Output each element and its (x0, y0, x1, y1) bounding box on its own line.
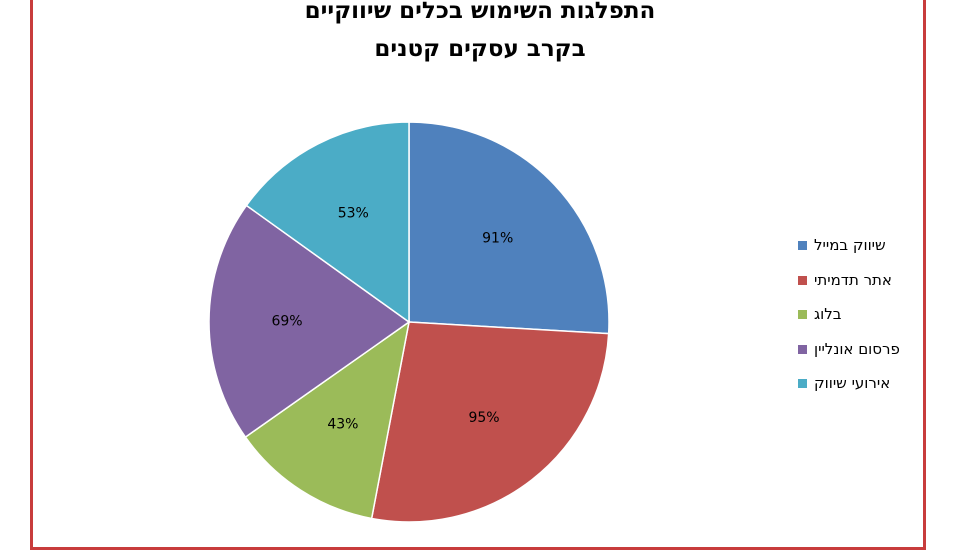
legend-label: אירועי שיווק (814, 374, 891, 392)
legend-item: שיווק במייל (795, 236, 925, 271)
data-label-4: 69% (271, 314, 302, 330)
chart-title-line-1: התפלגות השימוש בכלים שיווקיים (304, 0, 656, 24)
legend-item: אירועי שיווק (795, 374, 925, 409)
legend-swatch (798, 275, 807, 285)
legend-label: בלוג (814, 305, 842, 323)
legend-swatch (798, 344, 807, 354)
pie-slice-3 (244, 320, 411, 520)
chart-title-line-2: בקרב עסקים קטנים (374, 36, 586, 62)
legend-label: פרסום אונליין (814, 339, 900, 358)
legend-swatch (798, 379, 807, 388)
pie-slice-4 (208, 204, 411, 439)
chart-legend: שיווק במייל אתר תדמיתי בלוג פרסום אונליין אי… (795, 236, 925, 409)
legend-item: אתר תדמיתי (795, 271, 925, 306)
legend-label: אתר תדמיתי (814, 270, 892, 289)
pie-slice-2 (370, 321, 610, 523)
data-label-1: 91% (482, 230, 513, 246)
legend-label: שיווק במייל (814, 236, 886, 254)
data-label-3: 43% (327, 417, 358, 433)
pie-slice-1 (408, 121, 610, 335)
legend-item: בלוג (795, 305, 925, 340)
legend-swatch (798, 241, 807, 250)
data-label-5: 53% (338, 206, 369, 222)
pie-slice-5 (245, 121, 410, 324)
legend-swatch (798, 310, 807, 319)
legend-item: פרסום אונליין (795, 340, 925, 375)
data-label-2: 95% (468, 410, 499, 426)
